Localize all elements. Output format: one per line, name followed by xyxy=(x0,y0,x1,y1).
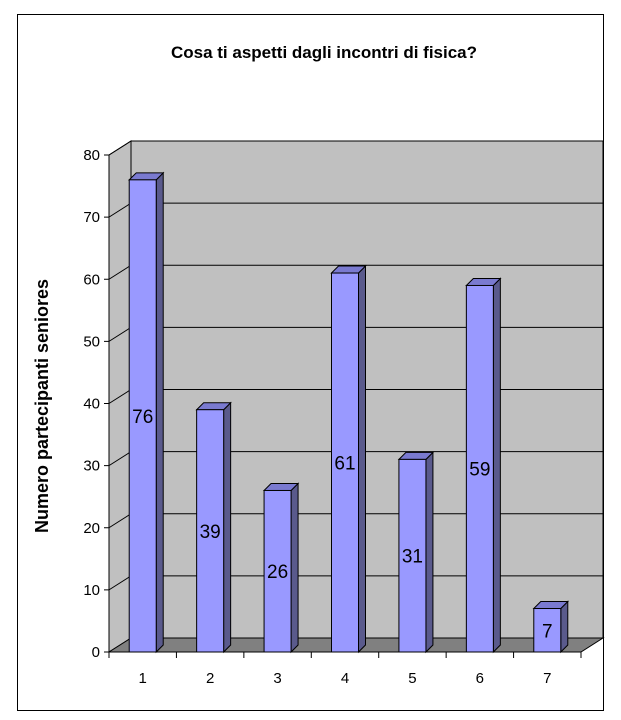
bar-front xyxy=(263,489,292,653)
x-tick-label: 1 xyxy=(139,670,147,687)
data-label: 7 xyxy=(542,621,553,642)
bar-side xyxy=(492,277,501,654)
x-tick-label: 3 xyxy=(273,670,281,687)
y-tick-label: 10 xyxy=(83,582,100,599)
x-tick-label: 7 xyxy=(543,670,551,687)
y-tick-label: 0 xyxy=(92,644,100,661)
bars-group: 76 39 26 61 31 59 7 xyxy=(128,171,569,654)
bar-front xyxy=(196,409,225,653)
bar-front xyxy=(128,179,157,653)
y-tick-label: 70 xyxy=(83,209,100,226)
y-tick-label: 40 xyxy=(83,396,100,413)
y-axis-label: Numero partecipanti seniores xyxy=(32,279,52,533)
bar: 76 xyxy=(128,171,165,654)
y-tick-label: 60 xyxy=(83,271,100,288)
bar-side xyxy=(425,451,434,654)
bar-side xyxy=(290,482,299,654)
bar-side xyxy=(358,264,366,654)
bar: 39 xyxy=(195,401,232,654)
data-label: 26 xyxy=(267,562,288,583)
bar-front xyxy=(465,284,494,653)
data-label: 39 xyxy=(200,522,221,543)
y-tick-label: 50 xyxy=(83,333,100,350)
x-tick-label: 4 xyxy=(341,670,349,687)
data-label: 61 xyxy=(334,454,355,475)
bar-side xyxy=(223,401,232,654)
x-tick-label: 6 xyxy=(476,670,484,687)
y-tick-label: 20 xyxy=(83,520,100,537)
bar: 7 xyxy=(532,600,569,654)
x-tick-label: 2 xyxy=(206,670,214,687)
data-label: 76 xyxy=(132,407,153,428)
bar: 26 xyxy=(262,482,300,654)
data-label: 59 xyxy=(469,460,490,481)
y-tick-label: 80 xyxy=(83,147,100,164)
bar: 61 xyxy=(330,264,367,654)
bar-front xyxy=(331,272,359,653)
bar-side xyxy=(155,171,164,654)
bar: 31 xyxy=(397,451,435,654)
data-label: 31 xyxy=(402,547,423,568)
bar-side xyxy=(560,600,569,654)
y-axis-ticks: 0 10 20 30 40 50 60 70 80 xyxy=(83,147,110,661)
gridline xyxy=(108,140,603,156)
x-tick-label: 5 xyxy=(408,670,416,687)
x-axis-ticks: 1 2 3 4 5 6 7 xyxy=(108,651,582,687)
y-tick-label: 30 xyxy=(83,458,100,475)
bar-front xyxy=(398,458,427,653)
bar: 59 xyxy=(465,277,502,654)
chart-title: Cosa ti aspetti dagli incontri di fisica… xyxy=(171,43,477,62)
